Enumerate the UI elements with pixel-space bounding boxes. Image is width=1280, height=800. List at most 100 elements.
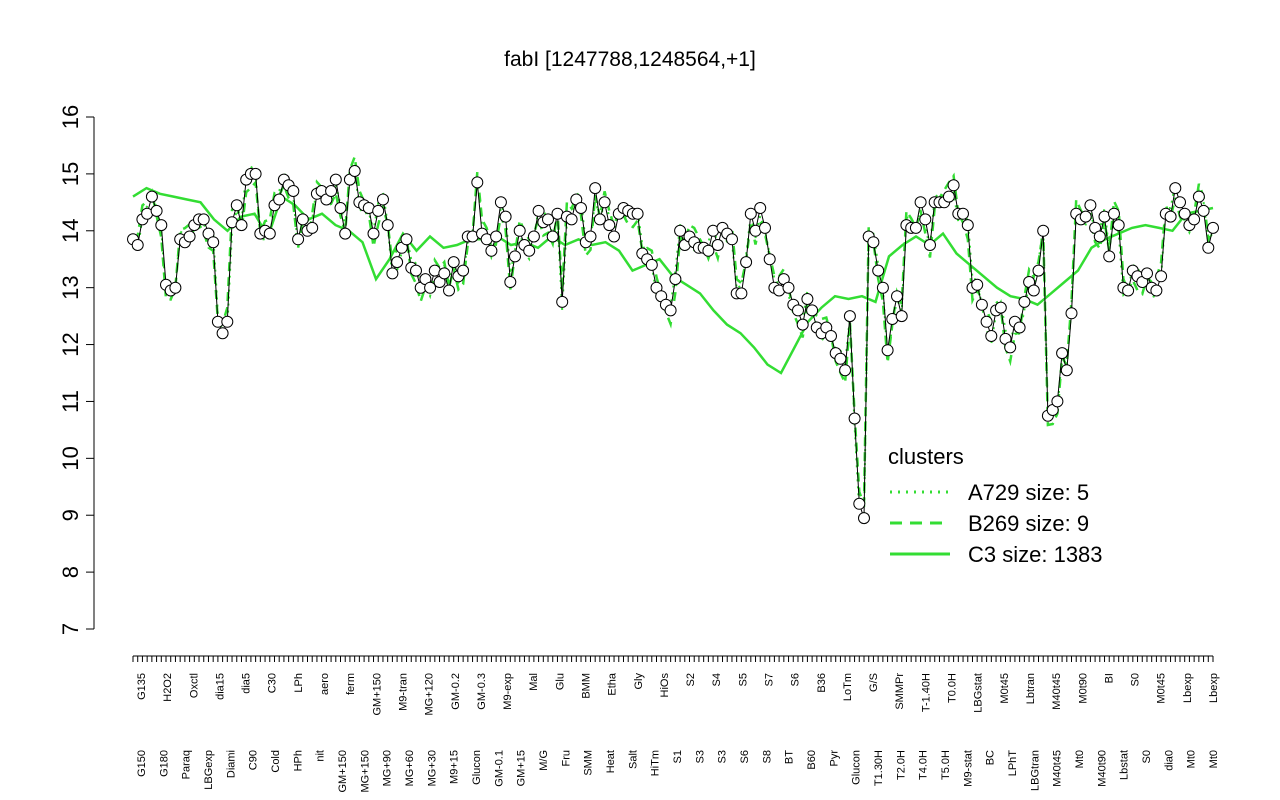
data-point: [292, 233, 305, 246]
x-tick-label: Salt: [627, 750, 639, 769]
data-points: [127, 165, 1219, 525]
data-point: [1188, 213, 1201, 226]
data-point: [348, 165, 361, 177]
x-tick-label: MG+30: [426, 750, 438, 786]
data-point: [494, 196, 507, 209]
data-point: [985, 330, 998, 342]
data-point: [509, 250, 521, 263]
data-point: [1032, 264, 1045, 277]
x-tick-label: HiTm: [650, 750, 662, 776]
x-tick-label: G180: [158, 750, 170, 777]
data-point: [631, 207, 644, 220]
data-point: [527, 230, 540, 243]
x-tick-label: S0: [1130, 673, 1142, 686]
x-tick-label: Glucon: [471, 750, 483, 785]
data-point: [608, 230, 620, 243]
data-point: [848, 412, 861, 425]
y-tick-label: 9: [58, 509, 83, 521]
x-tick-label: C90: [248, 750, 260, 770]
x-tick-label: Mal: [528, 673, 540, 691]
x-tick-label: T-1.40H: [920, 673, 932, 712]
data-point: [867, 236, 880, 249]
x-tick-label: GM-0.1: [493, 750, 505, 787]
x-tick-label: T0.0H: [947, 673, 959, 703]
x-tick-label: LBGstat: [973, 673, 985, 713]
x-tick-label: HiOs: [659, 673, 671, 698]
x-tick-label: dia0: [1163, 750, 1175, 771]
x-tick-label: M9-exp: [502, 673, 514, 710]
x-tick-label: T4.0H: [918, 750, 930, 780]
data-point: [542, 213, 554, 226]
legend-title: clusters: [888, 444, 964, 469]
data-point: [1108, 207, 1120, 220]
x-tick-label: MG+120: [424, 673, 436, 716]
x-tick-label: dia5: [241, 673, 253, 694]
data-point: [155, 219, 168, 232]
data-point: [598, 196, 611, 209]
data-point: [1051, 395, 1064, 408]
x-tick-label: Oxctl: [188, 673, 200, 698]
data-point: [339, 227, 352, 240]
x-tick-label: B36: [816, 673, 828, 693]
x-tick-label: H2O2: [162, 673, 174, 702]
x-tick-label: S1: [672, 750, 684, 763]
x-tick-label: M40t45: [1052, 750, 1064, 787]
data-point: [381, 219, 394, 232]
x-tick-label: M0t45: [999, 673, 1011, 704]
x-tick-label: MG+90: [382, 750, 394, 786]
data-point: [523, 244, 536, 257]
x-tick-label: SMM: [583, 750, 595, 776]
data-point: [914, 196, 927, 209]
data-point: [1141, 267, 1153, 280]
data-point: [207, 236, 220, 249]
data-point: [942, 190, 955, 203]
data-point: [1004, 341, 1017, 354]
data-point: [763, 253, 776, 266]
x-tick-label: S5: [737, 673, 749, 686]
data-point: [975, 298, 988, 311]
data-point: [754, 202, 767, 214]
x-tick-label: M9-stat: [962, 750, 974, 787]
x-tick-label: M0t90: [1077, 673, 1089, 704]
data-point: [589, 182, 602, 195]
y-tick-label: 16: [58, 105, 83, 129]
data-point: [957, 207, 969, 220]
data-point: [1150, 284, 1163, 297]
x-tick-label: BC: [985, 750, 997, 765]
x-tick-label: MG+150: [359, 750, 371, 793]
legend-label: C3 size: 1383: [968, 542, 1103, 567]
data-point: [674, 224, 687, 237]
x-tick-label: M9+15: [449, 750, 461, 784]
x-tick-label: ferm: [345, 673, 357, 695]
data-point: [221, 315, 234, 328]
data-point: [792, 304, 804, 317]
data-point: [876, 281, 889, 294]
data-point: [909, 221, 922, 234]
data-point: [1169, 182, 1182, 195]
x-tick-label: SMMPr: [894, 673, 906, 710]
data-point: [1207, 221, 1219, 234]
data-point: [994, 301, 1007, 314]
data-point: [1018, 295, 1031, 308]
data-point: [1084, 199, 1097, 212]
data-point: [891, 290, 903, 303]
data-point: [669, 273, 682, 286]
x-tick-label: BT: [784, 750, 796, 764]
data-point: [735, 287, 748, 300]
legend-label: A729 size: 5: [968, 480, 1089, 505]
data-point: [235, 219, 248, 232]
y-tick-label: 12: [58, 332, 83, 356]
x-tick-labels: G135 H2O2 Oxctl dia15 dia5 C30 LPh aero ferm GM+1…: [136, 672, 1220, 792]
data-point: [575, 202, 587, 214]
data-point: [556, 295, 569, 308]
data-point: [150, 204, 163, 217]
data-point: [216, 327, 229, 340]
x-tick-label: Heat: [605, 750, 617, 773]
y-tick-label: 11: [58, 390, 83, 413]
data-point: [603, 219, 616, 232]
y-tick-label: 10: [58, 446, 83, 470]
data-point: [796, 318, 809, 331]
data-point: [744, 207, 757, 220]
data-point: [740, 256, 753, 269]
y-tick-label: 15: [58, 162, 83, 186]
